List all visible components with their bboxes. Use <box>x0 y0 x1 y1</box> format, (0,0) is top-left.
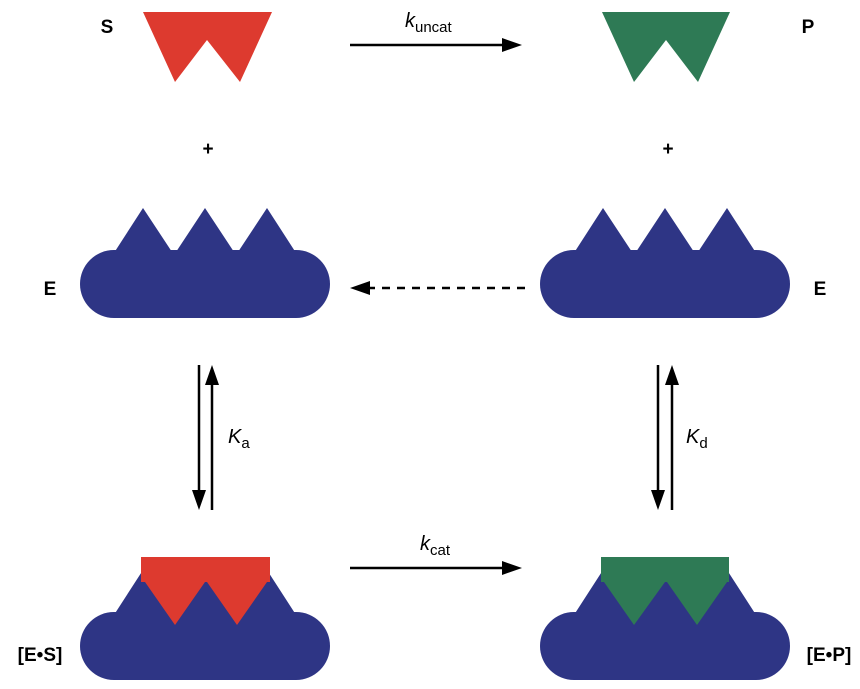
node-label: E <box>814 279 827 300</box>
arrowhead <box>502 38 522 52</box>
enzyme-substrate-complex <box>80 557 330 680</box>
substrate <box>143 12 272 82</box>
rate-subscript: a <box>241 435 250 452</box>
node-label: S <box>101 17 114 38</box>
rate-subscript: cat <box>430 542 451 559</box>
equilibrium-arrows <box>192 365 679 510</box>
node-label: E <box>44 279 57 300</box>
diagram: S P E E [E•S] [E•P] + + kuncat Ka Kd kca… <box>0 0 860 689</box>
plus-sign: + <box>202 139 213 160</box>
rate-label: kcat <box>420 533 451 559</box>
node-label: [E•P] <box>807 645 852 666</box>
product <box>602 12 730 82</box>
arrowhead <box>502 561 522 575</box>
rate-subscript: uncat <box>415 19 453 36</box>
rate-label: kuncat <box>405 10 453 36</box>
node-label: P <box>802 17 815 38</box>
enzyme-product-complex <box>540 557 790 680</box>
enzyme <box>80 208 330 318</box>
enzyme <box>540 208 790 318</box>
plus-sign: + <box>662 139 673 160</box>
arrowhead <box>350 281 370 295</box>
node-label: [E•S] <box>18 645 63 666</box>
rate-label: Kd <box>686 426 708 452</box>
rate-label: Ka <box>228 426 250 452</box>
rate-subscript: d <box>699 435 707 452</box>
